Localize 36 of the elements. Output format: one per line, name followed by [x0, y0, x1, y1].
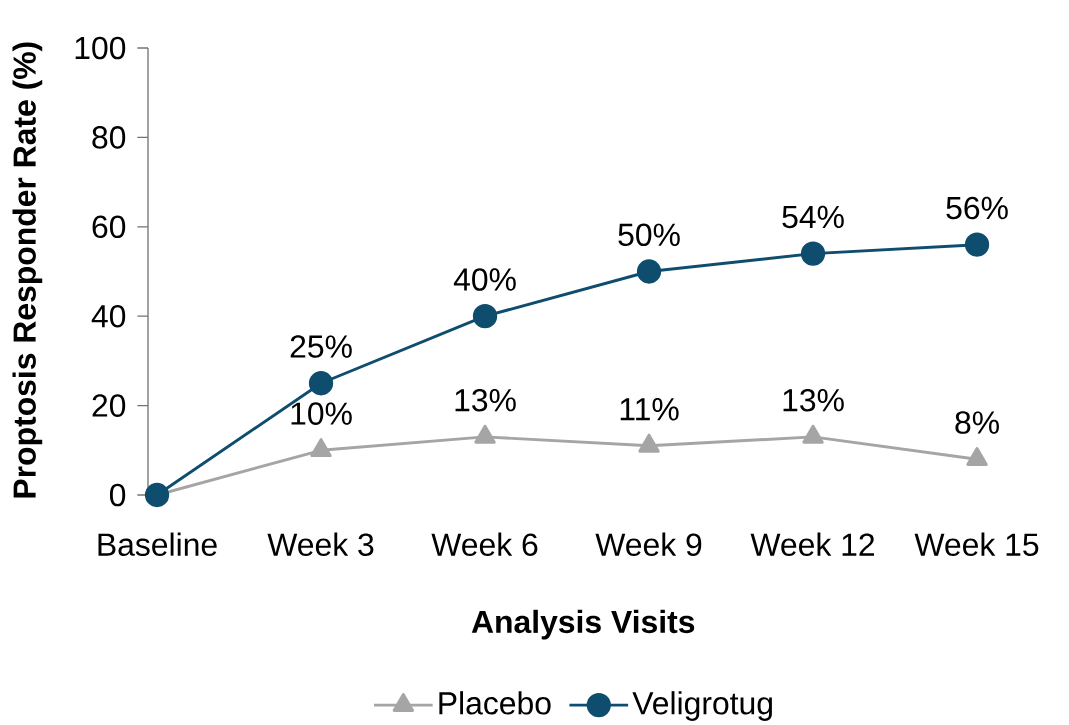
point — [966, 447, 988, 467]
y-tick-label: 80 — [92, 126, 126, 149]
data-label: 40% — [453, 268, 516, 291]
x-axis-title: Analysis Visits — [471, 609, 695, 640]
y-tick-label: 100 — [75, 36, 126, 60]
data-label: 56% — [946, 196, 1008, 220]
x-tick-label: Baseline — [98, 532, 217, 556]
point — [474, 424, 496, 444]
point — [636, 259, 662, 284]
y-tick-label: 20 — [92, 394, 126, 417]
x-tick-label: Week 9 — [595, 532, 702, 556]
data-label: 8% — [955, 411, 999, 434]
point — [802, 424, 824, 444]
x-tick-label: Week 3 — [267, 532, 374, 556]
point — [638, 433, 660, 453]
x-tick-label: Week 6 — [431, 532, 538, 556]
data-label: 25% — [290, 335, 352, 358]
point — [472, 304, 498, 329]
y-tick-label: 0 — [109, 483, 126, 507]
data-label: 13% — [455, 388, 516, 412]
data-label: 10% — [291, 402, 352, 425]
data-label: 13% — [783, 388, 844, 412]
legend-label: Veligrotug — [632, 691, 772, 721]
point — [308, 371, 334, 396]
legend-label: Placebo — [439, 691, 551, 715]
data-label: 54% — [782, 205, 844, 229]
y-tick-label: 40 — [91, 304, 126, 328]
y-axis-title: Proptosis Responder Rate (%) — [12, 42, 43, 498]
point — [964, 232, 990, 257]
x-tick-label: Week 15 — [914, 532, 1039, 556]
point — [310, 438, 332, 458]
point — [800, 241, 826, 266]
data-label: 50% — [618, 223, 680, 247]
x-tick-label: Week 12 — [750, 532, 875, 556]
y-tick-label: 60 — [92, 215, 126, 239]
data-label: 11% — [620, 398, 679, 421]
